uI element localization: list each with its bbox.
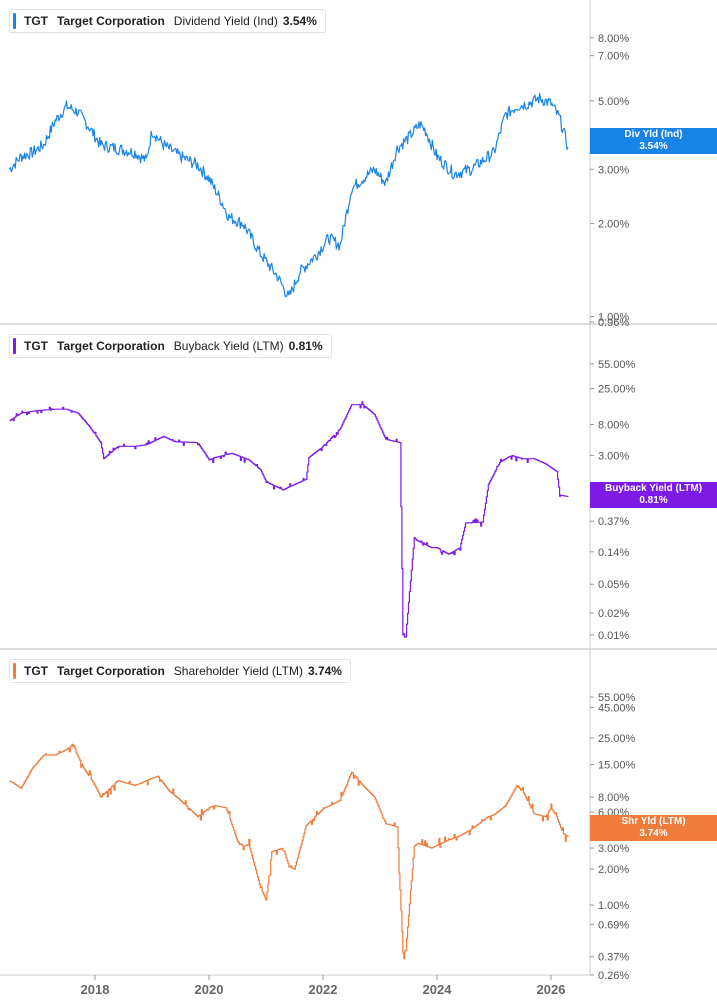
legend-swatch [13, 663, 16, 679]
legend-buyback: TGT Target Corporation Buyback Yield (LT… [9, 334, 332, 358]
legend-company: Target Corporation [57, 664, 165, 678]
y-tick-label: 3.00% [598, 164, 629, 176]
x-tick-label: 2020 [195, 982, 224, 997]
legend-metric: Buyback Yield (LTM) [173, 339, 284, 353]
y-tick-label: 3.00% [598, 843, 629, 855]
legend-ticker: TGT [24, 14, 48, 28]
badge-dividend: Div Yld (Ind) 3.54% [590, 128, 717, 154]
x-tick-label: 2022 [309, 982, 338, 997]
legend-metric: Dividend Yield (Ind) [173, 14, 278, 28]
y-tick-label: 0.14% [598, 547, 629, 559]
y-tick-label: 25.00% [598, 384, 636, 396]
axis-layer: 8.00%7.00%5.00%3.00%2.00%1.00%0.96%55.00… [81, 33, 636, 997]
series-line-3 [9, 743, 569, 960]
y-tick-label: 5.00% [598, 96, 629, 108]
badge-title: Shr Yld (LTM) [621, 816, 686, 827]
legend-shareholder: TGT Target Corporation Shareholder Yield… [9, 659, 351, 683]
x-tick-label: 2018 [81, 982, 110, 997]
x-tick-label: 2026 [537, 982, 566, 997]
legend-swatch [13, 338, 16, 354]
badge-buyback: Buyback Yield (LTM) 0.81% [590, 482, 717, 508]
legend-value: 3.54% [282, 14, 317, 28]
legend-company: Target Corporation [57, 339, 165, 353]
series-line-2 [9, 401, 569, 638]
x-tick-label: 2024 [423, 982, 453, 997]
badge-value: 3.54% [639, 141, 668, 152]
y-tick-label: 2.00% [598, 864, 629, 876]
legend-value: 0.81% [288, 339, 323, 353]
badge-value: 0.81% [639, 495, 668, 506]
series-line-1 [8, 92, 569, 298]
y-tick-label: 0.96% [598, 317, 629, 329]
y-tick-label: 2.00% [598, 219, 629, 231]
y-tick-label: 0.01% [598, 630, 629, 642]
legend-dividend: TGT Target Corporation Dividend Yield (I… [9, 9, 326, 33]
legend-metric: Shareholder Yield (LTM) [173, 664, 303, 678]
badge-shareholder: Shr Yld (LTM) 3.74% [590, 815, 717, 841]
legend-swatch [13, 13, 16, 29]
y-tick-label: 3.00% [598, 450, 629, 462]
y-tick-label: 0.69% [598, 919, 629, 931]
legend-ticker: TGT [24, 339, 48, 353]
y-tick-label: 0.37% [598, 952, 629, 964]
y-tick-label: 1.00% [598, 312, 629, 324]
y-tick-label: 45.00% [598, 702, 636, 714]
legend-ticker: TGT [24, 664, 48, 678]
badge-value: 3.74% [639, 828, 668, 839]
series-layer [8, 92, 569, 960]
y-tick-label: 15.00% [598, 759, 636, 771]
y-tick-label: 8.00% [598, 33, 629, 45]
y-tick-label: 0.37% [598, 516, 629, 528]
y-tick-label: 0.05% [598, 579, 629, 591]
y-tick-label: 7.00% [598, 51, 629, 63]
badge-title: Div Yld (Ind) [624, 129, 683, 140]
y-tick-label: 0.26% [598, 970, 629, 982]
y-tick-label: 55.00% [598, 359, 636, 371]
y-tick-label: 0.02% [598, 608, 629, 620]
y-tick-label: 8.00% [598, 792, 629, 804]
y-tick-label: 55.00% [598, 692, 636, 704]
legend-value: 3.74% [307, 664, 342, 678]
y-tick-label: 25.00% [598, 733, 636, 745]
legend-company: Target Corporation [57, 14, 165, 28]
y-tick-label: 1.00% [598, 900, 629, 912]
y-tick-label: 8.00% [598, 419, 629, 431]
badge-title: Buyback Yield (LTM) [604, 483, 703, 494]
